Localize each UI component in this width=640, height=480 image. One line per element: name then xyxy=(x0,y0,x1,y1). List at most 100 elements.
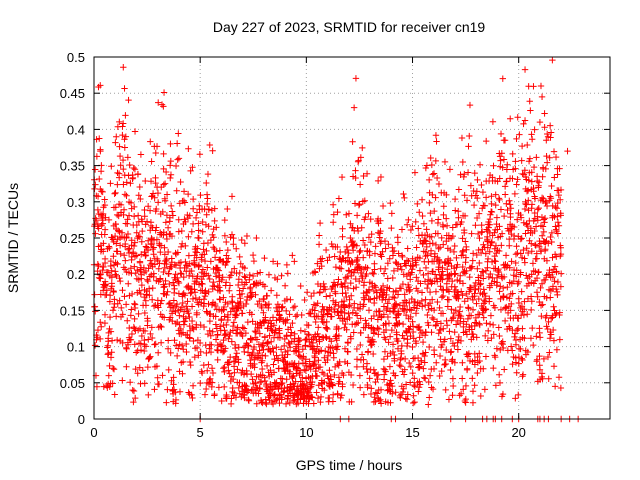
data-point xyxy=(420,365,427,372)
data-point xyxy=(564,147,571,155)
data-point xyxy=(155,380,163,388)
data-point xyxy=(232,344,239,352)
data-point xyxy=(381,371,388,378)
data-point xyxy=(152,227,159,234)
data-point xyxy=(357,269,365,277)
data-point xyxy=(526,237,533,244)
data-point xyxy=(219,348,227,356)
data-point xyxy=(509,175,516,182)
data-point xyxy=(238,236,245,244)
data-point xyxy=(103,269,111,276)
data-point xyxy=(388,326,396,334)
data-point xyxy=(92,230,99,237)
x-tick-label: 0 xyxy=(90,425,97,440)
data-point xyxy=(116,274,123,282)
data-point xyxy=(467,264,475,272)
data-point xyxy=(549,273,557,281)
data-point xyxy=(155,304,162,311)
data-point xyxy=(536,243,543,251)
data-point xyxy=(429,385,437,393)
data-point xyxy=(492,242,500,249)
data-point xyxy=(158,101,166,108)
data-point xyxy=(551,263,559,270)
data-point xyxy=(549,56,556,64)
data-point xyxy=(359,237,367,244)
data-point xyxy=(394,345,402,352)
data-point xyxy=(160,181,167,188)
data-point xyxy=(230,319,238,326)
data-point xyxy=(200,246,207,253)
data-point xyxy=(168,255,175,262)
data-point xyxy=(409,328,417,336)
data-point xyxy=(392,287,400,294)
data-point xyxy=(270,348,277,356)
data-point xyxy=(398,266,405,273)
data-point xyxy=(528,178,536,185)
data-point xyxy=(189,295,197,303)
data-point xyxy=(131,203,138,211)
data-point xyxy=(307,365,314,373)
data-point xyxy=(138,281,146,289)
data-point xyxy=(160,89,168,96)
data-point xyxy=(226,370,233,377)
data-point xyxy=(97,275,104,282)
data-point xyxy=(472,222,479,229)
data-point xyxy=(367,296,374,303)
data-point xyxy=(451,195,459,203)
data-point xyxy=(273,344,280,351)
data-point xyxy=(130,213,138,220)
data-point xyxy=(143,276,151,283)
data-point xyxy=(123,179,130,186)
data-point xyxy=(535,182,542,189)
data-point xyxy=(101,196,108,203)
data-point xyxy=(218,343,225,350)
data-point xyxy=(377,173,385,181)
data-point xyxy=(387,399,394,406)
data-point xyxy=(486,320,494,328)
data-point xyxy=(207,332,215,339)
data-point xyxy=(314,343,321,350)
data-point xyxy=(377,227,384,235)
data-point xyxy=(543,152,550,160)
data-point xyxy=(255,390,262,397)
data-point xyxy=(297,367,304,375)
data-point xyxy=(416,381,424,388)
data-point xyxy=(460,226,468,234)
data-point xyxy=(409,266,416,273)
data-point xyxy=(414,200,421,208)
data-point xyxy=(338,392,345,399)
data-point xyxy=(404,245,411,252)
data-point xyxy=(497,130,505,138)
data-point xyxy=(234,366,241,373)
data-point xyxy=(451,242,458,250)
data-point xyxy=(312,269,319,276)
data-point xyxy=(429,171,436,178)
data-point xyxy=(147,330,154,338)
data-point xyxy=(471,382,478,389)
data-point xyxy=(445,259,452,267)
data-point xyxy=(160,150,167,158)
data-point xyxy=(175,155,183,162)
data-point xyxy=(216,272,223,279)
data-point xyxy=(241,264,248,272)
data-point xyxy=(384,313,392,321)
data-point xyxy=(157,242,165,249)
data-point xyxy=(195,220,202,227)
data-point xyxy=(461,298,468,305)
data-point xyxy=(105,350,112,357)
data-point xyxy=(224,316,232,324)
data-point xyxy=(150,270,157,277)
data-point xyxy=(221,216,228,224)
data-point xyxy=(144,277,152,285)
data-point xyxy=(260,295,268,303)
data-point xyxy=(230,241,237,248)
data-point xyxy=(433,138,440,145)
data-point xyxy=(392,389,399,396)
data-point xyxy=(161,283,168,290)
data-point xyxy=(206,376,213,384)
data-point xyxy=(148,240,156,248)
data-point xyxy=(152,207,159,215)
data-point xyxy=(535,204,542,212)
data-point xyxy=(424,311,431,319)
data-point xyxy=(436,244,444,251)
